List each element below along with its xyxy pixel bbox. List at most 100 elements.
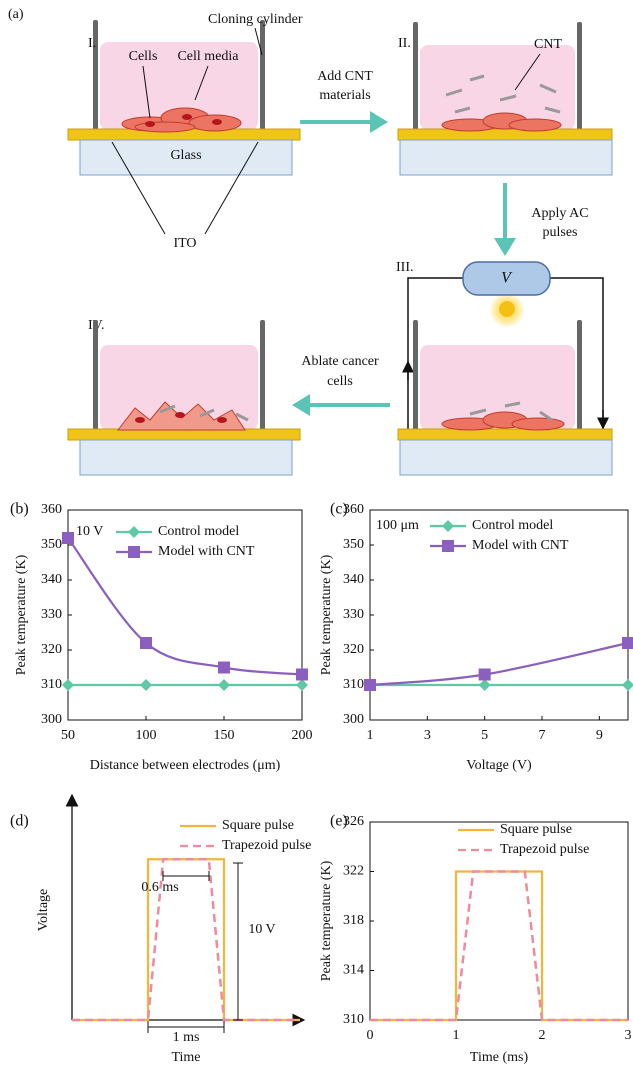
x-tick-label: 1 [453,1028,460,1043]
marker [442,540,454,552]
cylinder-wall [577,22,582,132]
legend-label: Model with CNT [472,538,569,553]
panel-label: (c) [330,501,348,518]
legend-label: Control model [472,518,553,533]
y-tick-label: 320 [41,642,62,657]
cells [441,112,562,132]
part-label: ITO [173,236,196,251]
marker [62,679,74,691]
step-arrow [292,394,390,416]
cnt-sticks [445,74,561,114]
marker [140,637,152,649]
y-tick-label: 300 [41,712,62,727]
y-tick-label: 310 [343,1012,364,1027]
arrow-label: Ablate cancer [301,354,379,369]
series-line [72,858,300,1022]
y-axis-label: Voltage [36,889,51,932]
x-axis-label: Distance between electrodes (μm) [90,758,281,773]
part-label: Cell media [177,49,239,64]
media [100,42,258,130]
nuclei [135,412,227,423]
ablated-cells [116,401,246,431]
x-tick-label: 5 [481,728,488,743]
glass [399,139,613,176]
circuit-wires [402,277,609,432]
arrow-label: materials [319,88,370,103]
cylinder-wall [260,20,265,132]
nuclei [145,114,222,127]
marker [622,637,633,649]
series-line [67,537,303,676]
media [420,45,575,130]
series-line [369,641,629,687]
leader-lines [111,27,263,235]
cnt-sticks [469,401,553,422]
panel-label: (a) [8,7,24,22]
marker [128,546,140,558]
glass [79,139,293,176]
part-label: Cloning cylinder [208,12,303,27]
part-label: CNT [534,37,562,52]
y-tick-label: 320 [343,642,364,657]
marker [478,679,491,691]
x-tick-label: 1 [367,728,374,743]
y-tick-label: 360 [343,502,364,517]
marker [296,679,308,691]
y-tick-label: 330 [343,607,364,622]
y-tick-label: 326 [343,814,364,829]
marker [140,679,152,691]
ito [67,428,301,441]
x-tick-label: 200 [292,728,313,743]
step-label: II. [398,36,411,51]
part-label: Cells [129,49,158,64]
y-tick-label: 350 [343,537,364,552]
x-axis-label: Time (ms) [470,1050,529,1065]
series-line [72,858,300,1022]
annotation: 10 V [76,524,103,539]
x-tick-label: 150 [214,728,235,743]
glass [399,439,613,476]
annotation: 100 μm [376,518,419,533]
legend-label: Square pulse [500,822,572,837]
y-tick-label: 340 [41,572,62,587]
cells [441,411,565,431]
ito [397,428,613,441]
series-line [370,870,628,1022]
cylinder-wall [93,20,98,132]
media [420,345,575,430]
y-tick-label: 310 [41,677,62,692]
marker [296,668,308,681]
x-tick-label: 3 [424,728,431,743]
y-axis-label: Peak temperature (K) [319,860,334,981]
y-tick-label: 300 [343,712,364,727]
media [100,345,258,430]
marker [62,532,74,544]
x-tick-label: 50 [61,728,75,743]
marker [218,661,230,674]
x-tick-label: 100 [136,728,157,743]
step-label: III. [396,260,414,275]
y-tick-label: 322 [343,864,364,879]
marker [442,520,454,532]
glass [79,439,293,476]
x-axis-label: Time [171,1050,200,1065]
cylinder-wall [413,22,418,132]
y-axis-label: Peak temperature (K) [319,554,334,675]
y-tick-label: 350 [41,537,62,552]
y-tick-label: 310 [343,677,364,692]
annotation: 1 ms [173,1030,200,1045]
leader-line [514,53,541,91]
marker [364,679,376,691]
legend-label: Control model [158,524,239,539]
cylinder-wall [413,320,418,432]
legend-label: Trapezoid pulse [222,838,311,853]
cylinder-wall [93,320,98,432]
x-tick-label: 9 [596,728,603,743]
x-tick-label: 2 [539,1028,546,1043]
step-label: I. [88,36,96,51]
step-arrow [300,111,388,133]
y-tick-label: 340 [343,572,364,587]
arrow-label: cells [327,374,353,389]
